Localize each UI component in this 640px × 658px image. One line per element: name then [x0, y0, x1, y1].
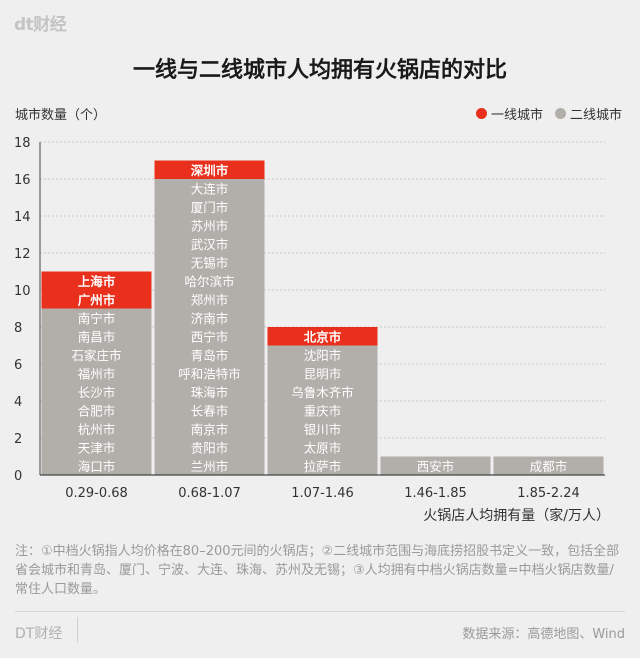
city-label: 珠海市	[191, 385, 229, 400]
footer-separator	[77, 617, 78, 643]
chart-title: 一线与二线城市人均拥有火锅店的对比	[132, 58, 507, 83]
legend-label-tier2: 二线城市	[569, 108, 622, 123]
city-label: 青岛市	[191, 348, 229, 363]
city-label-tier1: 深圳市	[191, 163, 229, 178]
y-tick-label: 14	[14, 210, 31, 225]
bar-tier2	[380, 456, 491, 475]
y-tick-label: 10	[14, 284, 31, 299]
city-label: 呼和浩特市	[178, 366, 241, 381]
city-label: 天津市	[78, 440, 116, 455]
city-label: 苏州市	[191, 218, 229, 233]
city-label: 贵阳市	[191, 440, 229, 455]
bar-chart: 0 2 4 6 8 10 12 14 16 18 南宁市南昌市石家庄市福州市长沙市合肥市杭州市天津市…	[14, 136, 605, 500]
city-label: 济南市	[191, 311, 229, 326]
footer-brand: DT财经	[15, 626, 63, 642]
x-tick-label: 1.07-1.46	[291, 486, 354, 500]
bar-tier2	[493, 456, 604, 475]
y-tick-label: 8	[14, 321, 22, 336]
bar-tier2	[267, 345, 378, 475]
city-label: 哈尔滨市	[184, 274, 234, 289]
y-tick-label: 4	[14, 395, 22, 410]
y-axis-label: 城市数量（个）	[15, 108, 107, 123]
city-label: 合肥市	[78, 403, 116, 418]
city-label: 无锡市	[191, 255, 229, 270]
city-label: 乌鲁木齐市	[291, 385, 354, 400]
city-label: 拉萨市	[304, 459, 342, 474]
brand-logo: dt财经	[14, 15, 67, 35]
footer-divider	[15, 611, 625, 612]
data-source: 数据来源：高德地图、Wind	[462, 627, 625, 642]
y-tick-label: 18	[14, 136, 31, 151]
city-label: 沈阳市	[304, 348, 342, 363]
y-tick-label: 0	[14, 469, 22, 484]
legend-item-tier2: 二线城市	[554, 104, 622, 123]
bar-tier1	[154, 160, 265, 179]
city-label: 重庆市	[304, 403, 342, 418]
y-tick-label: 6	[14, 358, 22, 373]
city-label-tier1: 广州市	[78, 292, 116, 307]
x-axis-label: 火锅店人均拥有量（家/万人）	[423, 508, 610, 524]
city-label: 福州市	[78, 366, 116, 381]
city-label: 长沙市	[78, 385, 116, 400]
bar-tier1	[267, 327, 378, 346]
legend-label-tier1: 一线城市	[490, 108, 543, 123]
city-label: 南京市	[191, 422, 229, 437]
city-label: 杭州市	[78, 422, 116, 437]
city-label: 成都市	[530, 459, 568, 474]
city-label: 长春市	[191, 403, 229, 418]
legend-swatch-tier1	[475, 108, 487, 119]
x-tick-label: 0.29-0.68	[65, 486, 128, 500]
city-label: 银川市	[304, 422, 342, 437]
bar-tier2	[41, 308, 152, 475]
legend: 一线城市 二线城市	[475, 104, 622, 123]
city-label: 郑州市	[191, 292, 229, 307]
city-label: 西宁市	[191, 329, 229, 344]
x-tick-label: 1.85-2.24	[517, 486, 580, 500]
footnote: 注：①中档火锅指人均价格在80–200元间的火锅店；②二线城市范围与海底捞招股书…	[15, 544, 620, 597]
legend-swatch-tier2	[554, 108, 566, 119]
city-label: 厦门市	[191, 200, 229, 215]
city-label: 南昌市	[78, 329, 116, 344]
city-label: 南宁市	[78, 311, 116, 326]
x-tick-label: 0.68-1.07	[178, 486, 241, 500]
y-tick-label: 12	[14, 247, 31, 262]
city-label-tier1: 上海市	[78, 274, 116, 289]
y-tick-label: 16	[14, 173, 31, 188]
city-label: 武汉市	[191, 237, 229, 252]
city-label: 西安市	[417, 459, 455, 474]
city-label: 海口市	[78, 459, 116, 474]
city-label: 昆明市	[304, 366, 342, 381]
bar-tier1	[41, 271, 152, 309]
city-label: 大连市	[191, 181, 229, 196]
city-label-tier1: 北京市	[304, 329, 342, 344]
city-label: 兰州市	[191, 459, 229, 474]
city-label: 太原市	[304, 440, 342, 455]
x-tick-label: 1.46-1.85	[404, 486, 467, 500]
legend-item-tier1: 一线城市	[475, 104, 543, 123]
city-label: 石家庄市	[71, 348, 121, 363]
bar-tier2	[154, 179, 265, 475]
y-tick-label: 2	[14, 432, 22, 447]
